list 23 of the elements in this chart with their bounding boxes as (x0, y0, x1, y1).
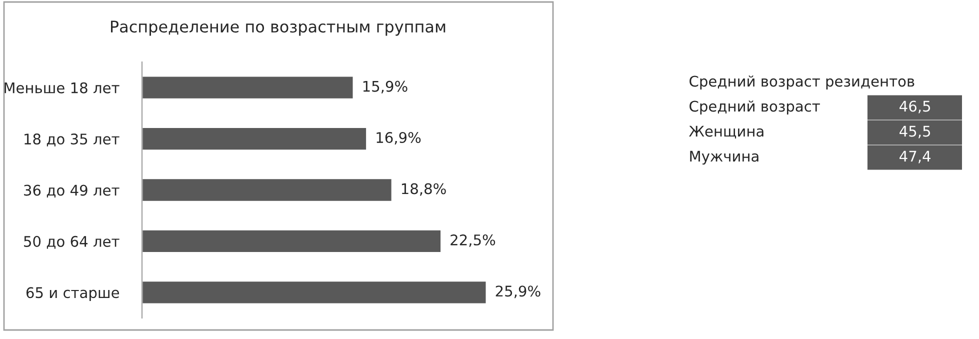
text: Средний возраст резидентов (690, 76, 914, 90)
bar (142, 178, 393, 202)
data-label: 22,5% (450, 234, 496, 247)
text: 45,5 (900, 126, 930, 138)
bar (142, 75, 354, 100)
data-label: 16,9% (376, 132, 421, 145)
y-tick-label: 65 и старше (26, 287, 119, 301)
category-label: Средний возраст (690, 100, 820, 115)
y-tick-label: 50 до 64 лет (24, 236, 120, 249)
bar (142, 280, 488, 305)
text: 47,4 (900, 150, 930, 164)
data-label: 15,9% (363, 80, 408, 94)
y-tick-label: 18 до 35 лет (24, 134, 120, 146)
data-label: 18,8% (402, 183, 446, 196)
y-tick-label: Меньше 18 лет (4, 82, 120, 94)
category-label: Мужчина (690, 150, 758, 165)
bar (142, 126, 368, 152)
text: 46,5 (900, 100, 930, 114)
y-tick-label: 36 до 49 лет (24, 184, 120, 198)
chart-title: Распределение по возрастным группам (111, 20, 446, 36)
data-label: 25,9% (496, 286, 540, 298)
category-label: Женщина (689, 126, 764, 139)
bar (142, 228, 442, 254)
